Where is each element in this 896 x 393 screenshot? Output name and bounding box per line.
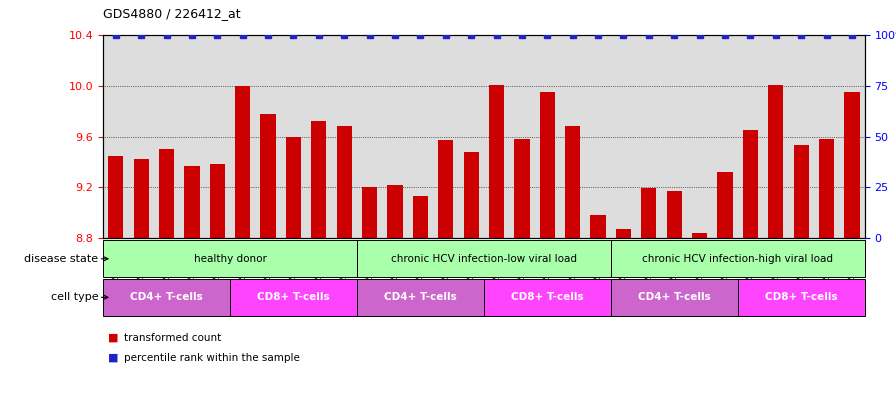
Bar [159,149,174,238]
Bar [718,172,733,238]
Bar [484,279,611,316]
Text: CD8+ T-cells: CD8+ T-cells [257,292,330,302]
Bar [463,152,478,238]
Bar [611,240,865,277]
Text: CD8+ T-cells: CD8+ T-cells [511,292,583,302]
Text: ■: ■ [108,353,118,363]
Text: cell type: cell type [51,292,99,302]
Bar [590,215,606,238]
Bar [794,145,809,238]
Bar [230,279,357,316]
Bar [103,279,230,316]
Bar [185,166,200,238]
Bar [413,196,428,238]
Text: percentile rank within the sample: percentile rank within the sample [124,353,299,363]
Text: chronic HCV infection-low viral load: chronic HCV infection-low viral load [391,254,577,264]
Bar [387,185,402,238]
Bar [235,86,250,238]
Text: CD8+ T-cells: CD8+ T-cells [765,292,838,302]
Text: CD4+ T-cells: CD4+ T-cells [130,292,202,302]
Bar [819,139,834,238]
Text: ■: ■ [108,332,118,343]
Bar [737,279,865,316]
Text: CD4+ T-cells: CD4+ T-cells [384,292,457,302]
Bar [565,127,581,238]
Text: CD4+ T-cells: CD4+ T-cells [638,292,711,302]
Text: chronic HCV infection-high viral load: chronic HCV infection-high viral load [642,254,833,264]
Bar [642,188,657,238]
Bar [844,92,859,238]
Bar [311,121,326,238]
Bar [261,114,276,238]
Text: GDS4880 / 226412_at: GDS4880 / 226412_at [103,7,241,20]
Bar [692,233,707,238]
Bar [616,229,631,238]
Bar [357,279,484,316]
Bar [134,159,149,238]
Text: transformed count: transformed count [124,332,221,343]
Text: disease state: disease state [24,254,99,264]
Bar [362,187,377,238]
Bar [108,156,124,238]
Bar [337,127,352,238]
Bar [768,85,783,238]
Bar [210,164,225,238]
Bar [286,137,301,238]
Bar [611,279,737,316]
Bar [357,240,611,277]
Bar [438,140,453,238]
Text: healthy donor: healthy donor [194,254,266,264]
Bar [539,92,555,238]
Bar [514,139,530,238]
Bar [489,85,504,238]
Bar [667,191,682,238]
Bar [743,130,758,238]
Bar [103,240,357,277]
